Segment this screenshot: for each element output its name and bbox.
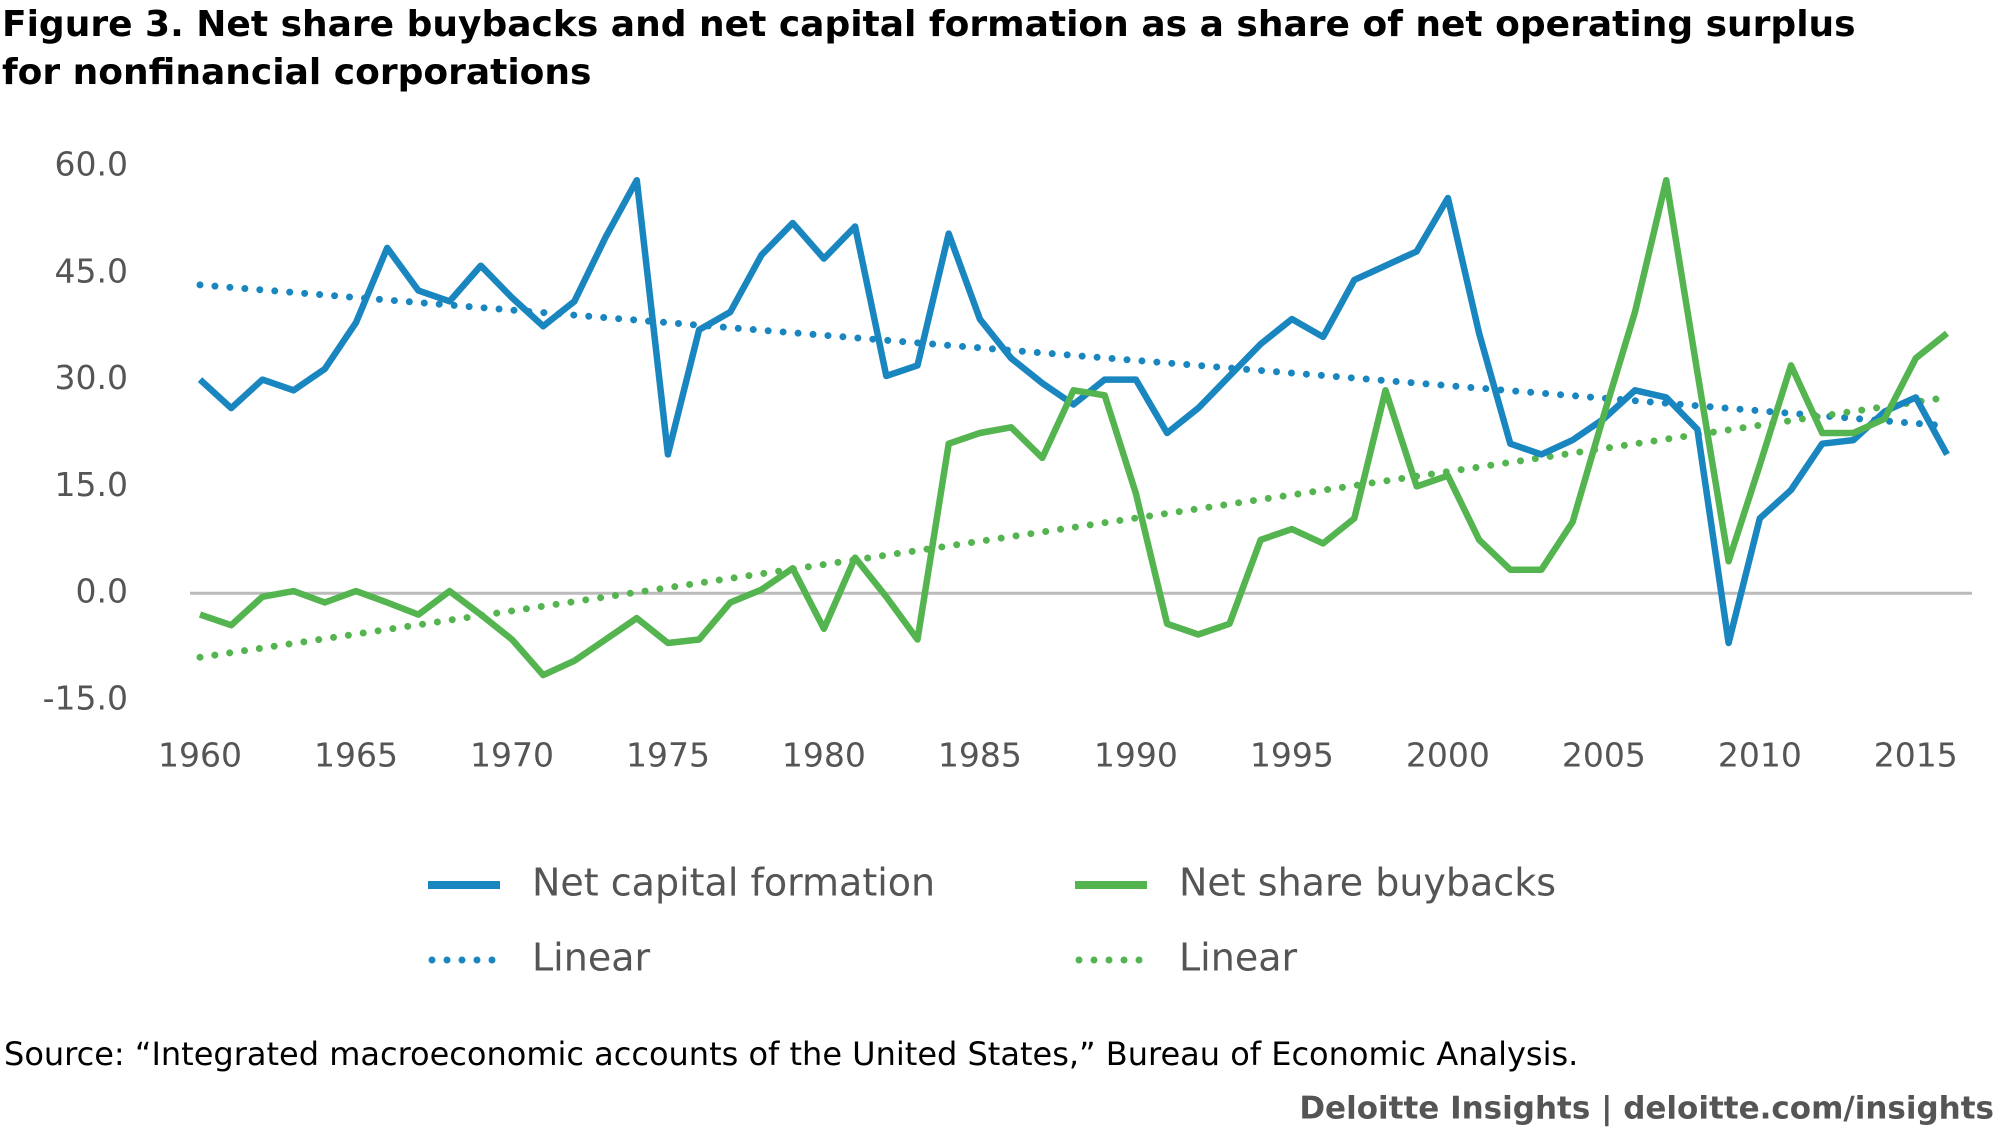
x-tick-label: 1970 [470, 736, 554, 775]
source-note: Source: “Integrated macroeconomic accoun… [4, 1035, 1578, 1073]
chart-title: for nonfinancial corporations [2, 52, 591, 93]
x-tick-label: 2015 [1874, 736, 1958, 775]
x-tick-label: 1980 [782, 736, 866, 775]
y-tick-label: 30.0 [55, 358, 128, 397]
legend-label: Linear [532, 936, 650, 980]
y-tick-label: 60.0 [55, 145, 128, 184]
x-tick-label: 2005 [1562, 736, 1646, 775]
series-line [197, 176, 1950, 647]
legend-label: Net capital formation [532, 861, 935, 905]
x-tick-label: 1960 [158, 736, 242, 775]
x-tick-label: 1985 [938, 736, 1022, 775]
y-tick-label: 45.0 [55, 251, 128, 290]
y-tick-label: -15.0 [43, 679, 128, 718]
y-tick-label: 15.0 [55, 465, 128, 504]
footer: Deloitte Insights | deloitte.com/insight… [1299, 1091, 1994, 1127]
x-tick-label: 2000 [1406, 736, 1490, 775]
x-tick-label: 1995 [1250, 736, 1334, 775]
series-line [198, 176, 1950, 679]
x-tick-label: 1990 [1094, 736, 1178, 775]
y-tick-label: 0.0 [76, 572, 128, 611]
trend-line [196, 393, 1951, 661]
x-tick-label: 1975 [626, 736, 710, 775]
x-tick-label: 1965 [314, 736, 398, 775]
legend-label: Net share buybacks [1179, 861, 1556, 905]
legend-label: Linear [1179, 936, 1297, 980]
chart-title: Figure 3. Net share buybacks and net cap… [2, 4, 1856, 45]
x-tick-label: 2010 [1718, 736, 1802, 775]
